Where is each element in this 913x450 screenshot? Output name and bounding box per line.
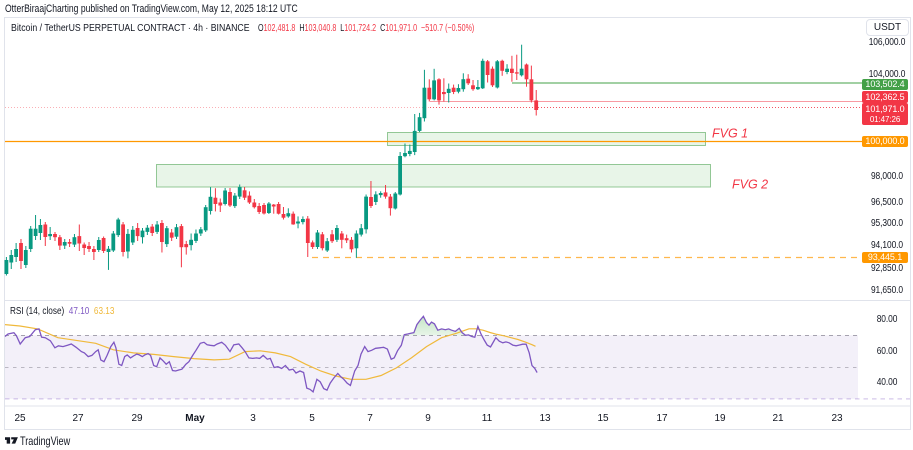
svg-text:FVG 2: FVG 2 (732, 178, 768, 192)
svg-text:FVG 1: FVG 1 (712, 127, 748, 141)
